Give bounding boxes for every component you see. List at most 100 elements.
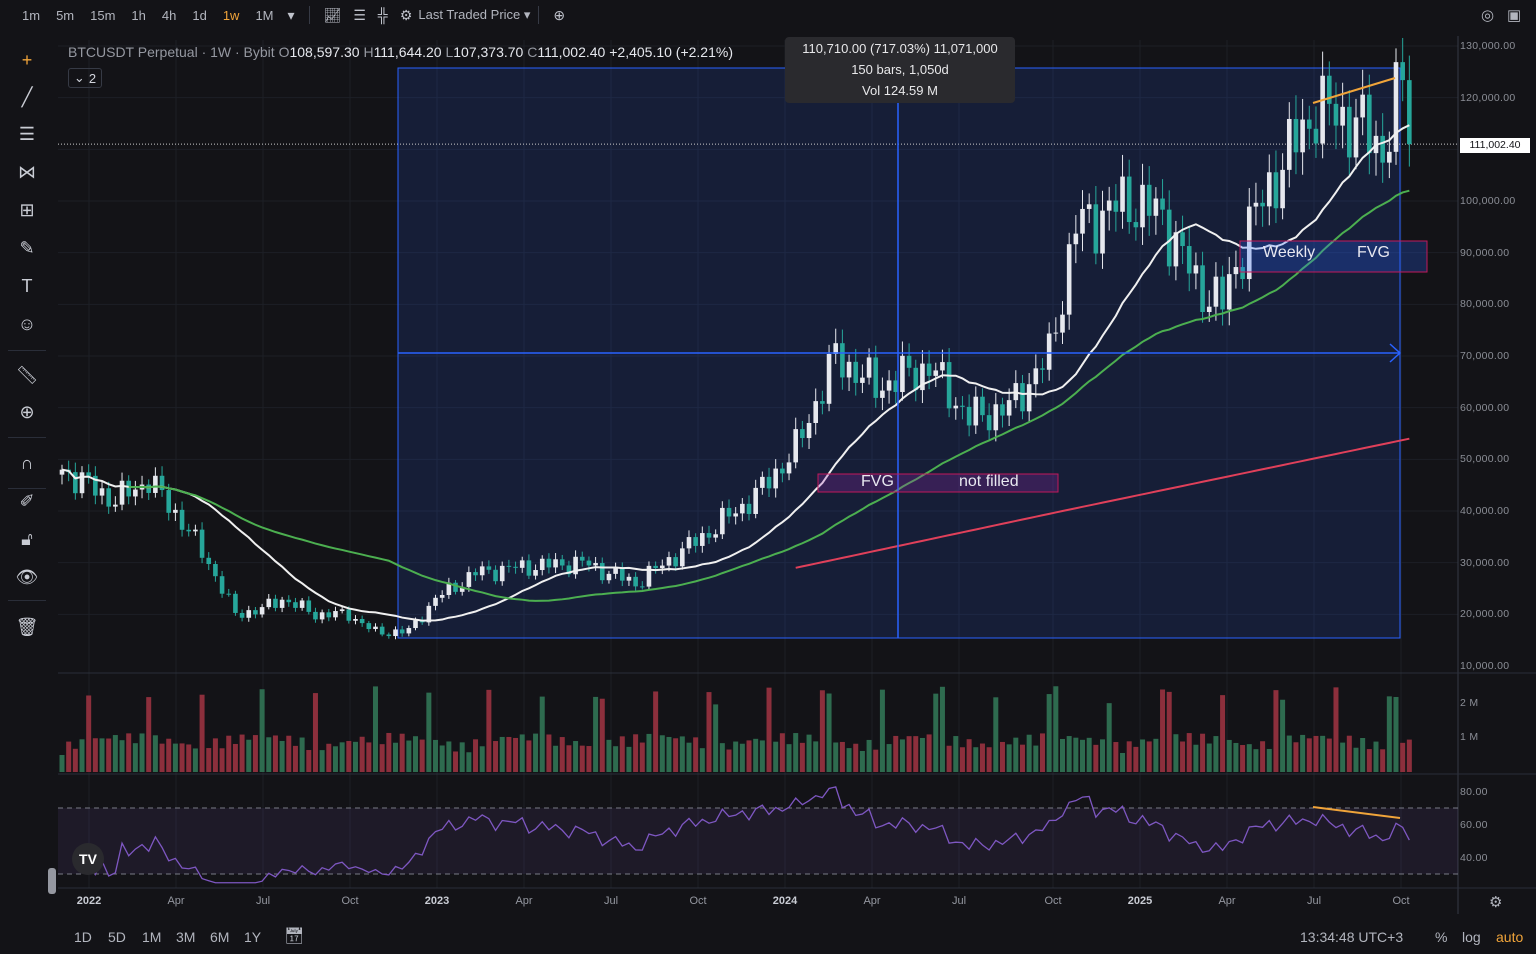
candle-body bbox=[1380, 135, 1385, 163]
timeframe-1M[interactable]: 1M bbox=[255, 7, 274, 23]
price-divergence-line bbox=[1312, 77, 1396, 104]
pane-resize-handle[interactable] bbox=[48, 868, 56, 894]
range-5D[interactable]: 5D bbox=[108, 929, 126, 945]
timeframe-1w[interactable]: 1w bbox=[222, 7, 240, 23]
candle-body bbox=[920, 363, 925, 391]
emoji-icon[interactable]: ☺ bbox=[17, 313, 37, 334]
axis-settings-icon[interactable]: ⚙︎ bbox=[1489, 894, 1503, 911]
volume-bar bbox=[326, 743, 332, 772]
indicators-icon[interactable]: 📈︎ bbox=[323, 6, 342, 23]
symbol-name[interactable]: BTCUSDT Perpetual · 1W · Bybit bbox=[68, 44, 275, 60]
volume-bar bbox=[719, 743, 725, 772]
timeframe-1m[interactable]: 1m bbox=[22, 7, 41, 23]
camera-icon[interactable]: ◎ bbox=[1481, 7, 1495, 24]
crosshair-icon[interactable]: + bbox=[21, 49, 33, 70]
volume-bar bbox=[212, 738, 218, 772]
candle-body bbox=[1367, 94, 1372, 154]
volume-bar bbox=[1333, 687, 1339, 772]
volume-bar bbox=[579, 745, 585, 772]
volume-bar bbox=[499, 736, 505, 772]
range-3M[interactable]: 3M bbox=[176, 929, 196, 945]
range-6M[interactable]: 6M bbox=[210, 929, 230, 945]
timeframe-1d[interactable]: 1d bbox=[192, 7, 207, 23]
volume-bar bbox=[332, 746, 338, 772]
trash-icon[interactable]: 🗑︎ bbox=[15, 616, 39, 637]
range-1Y[interactable]: 1Y bbox=[244, 929, 262, 945]
zoom-in-icon[interactable]: ⊕ bbox=[19, 401, 35, 422]
time-label: Apr bbox=[863, 895, 881, 907]
candle-body bbox=[1266, 172, 1272, 207]
lock-draw-icon[interactable]: ✐ bbox=[19, 490, 35, 511]
candle-body bbox=[573, 556, 578, 575]
time-label: 2023 bbox=[424, 895, 450, 907]
range-1D[interactable]: 1D bbox=[74, 929, 92, 945]
percent-toggle[interactable]: % bbox=[1435, 929, 1448, 945]
volume-bar bbox=[1013, 737, 1019, 772]
volume-bar bbox=[726, 749, 732, 772]
ma-fast-line bbox=[61, 124, 1410, 622]
candle-body bbox=[153, 475, 158, 493]
pattern-icon[interactable]: ⋈ bbox=[18, 161, 36, 182]
volume-bar bbox=[686, 742, 692, 772]
volume-bar bbox=[873, 749, 879, 772]
candle-body bbox=[746, 503, 752, 514]
settings-icon[interactable]: ⚙︎ bbox=[399, 6, 413, 23]
brush-icon[interactable]: ✎ bbox=[19, 237, 35, 258]
candle-body bbox=[426, 605, 432, 623]
candle-body bbox=[493, 569, 498, 582]
candle-body bbox=[993, 404, 999, 431]
lock-icon[interactable]: 🔓︎ bbox=[21, 528, 33, 549]
projection-icon[interactable]: ⊞ bbox=[19, 199, 35, 220]
candle-body bbox=[373, 626, 378, 630]
auto-toggle[interactable]: auto bbox=[1496, 929, 1524, 945]
timeframe-15m[interactable]: 15m bbox=[90, 7, 116, 23]
volume-bar bbox=[599, 698, 605, 772]
templates-icon[interactable]: ☰ bbox=[353, 6, 366, 23]
tradingview-logo[interactable]: TV bbox=[72, 843, 104, 875]
eye-icon[interactable]: 👁︎ bbox=[15, 566, 39, 587]
candle-body bbox=[933, 370, 939, 376]
candle-body bbox=[1293, 118, 1299, 153]
candle-body bbox=[1006, 400, 1012, 416]
magnet-icon[interactable]: ∩ bbox=[20, 452, 34, 473]
volume-bar bbox=[186, 744, 192, 772]
fib-icon[interactable]: ☰ bbox=[18, 123, 36, 144]
clock[interactable]: 13:34:48 UTC+3 bbox=[1300, 929, 1404, 945]
range-1M[interactable]: 1M bbox=[142, 929, 162, 945]
candle-body bbox=[259, 607, 265, 615]
weekly-fvg-box bbox=[1239, 240, 1428, 273]
volume-bar bbox=[1126, 741, 1132, 772]
candle-body bbox=[439, 595, 445, 598]
candle-body bbox=[1340, 106, 1345, 126]
timeframe-5m[interactable]: 5m bbox=[56, 7, 75, 23]
trendline-icon[interactable]: ╱ bbox=[21, 86, 33, 107]
ruler-icon[interactable]: 📏︎ bbox=[15, 364, 39, 385]
collapse-indicators-button[interactable]: ⌄ 2 bbox=[68, 68, 102, 88]
candle-body bbox=[1200, 265, 1205, 313]
timeframe-4h[interactable]: 4h bbox=[161, 7, 177, 23]
candle-body bbox=[893, 380, 899, 393]
add-icon[interactable]: ⊕ bbox=[553, 6, 566, 23]
fullscreen-icon[interactable]: ▣ bbox=[1507, 7, 1522, 24]
text-icon[interactable]: T bbox=[21, 275, 33, 296]
candle-body bbox=[926, 363, 932, 376]
volume-bar bbox=[1073, 737, 1079, 772]
candle-body bbox=[906, 355, 912, 368]
chevron-down-icon[interactable]: ▾ bbox=[287, 6, 295, 23]
timeframe-1h[interactable]: 1h bbox=[131, 7, 146, 23]
volume-bar bbox=[699, 748, 705, 772]
price-label: 40,000.00 bbox=[1460, 505, 1510, 517]
current-price-label: 111,002.40 bbox=[1460, 138, 1530, 153]
log-toggle[interactable]: log bbox=[1462, 929, 1481, 945]
measure-bars: 150 bars, 1,050d bbox=[851, 62, 949, 77]
candle-body bbox=[1400, 62, 1405, 81]
volume-bar bbox=[826, 693, 832, 772]
volume-bar bbox=[1346, 735, 1352, 772]
close-label: C bbox=[527, 44, 538, 60]
candle-body bbox=[93, 475, 98, 496]
candle-style-icon[interactable]: ╬ bbox=[377, 7, 388, 23]
date-range-icon[interactable]: 📅︎ bbox=[284, 928, 305, 945]
price-source-select[interactable]: Last Traded Price ▾ bbox=[418, 7, 531, 22]
candle-body bbox=[173, 509, 178, 513]
